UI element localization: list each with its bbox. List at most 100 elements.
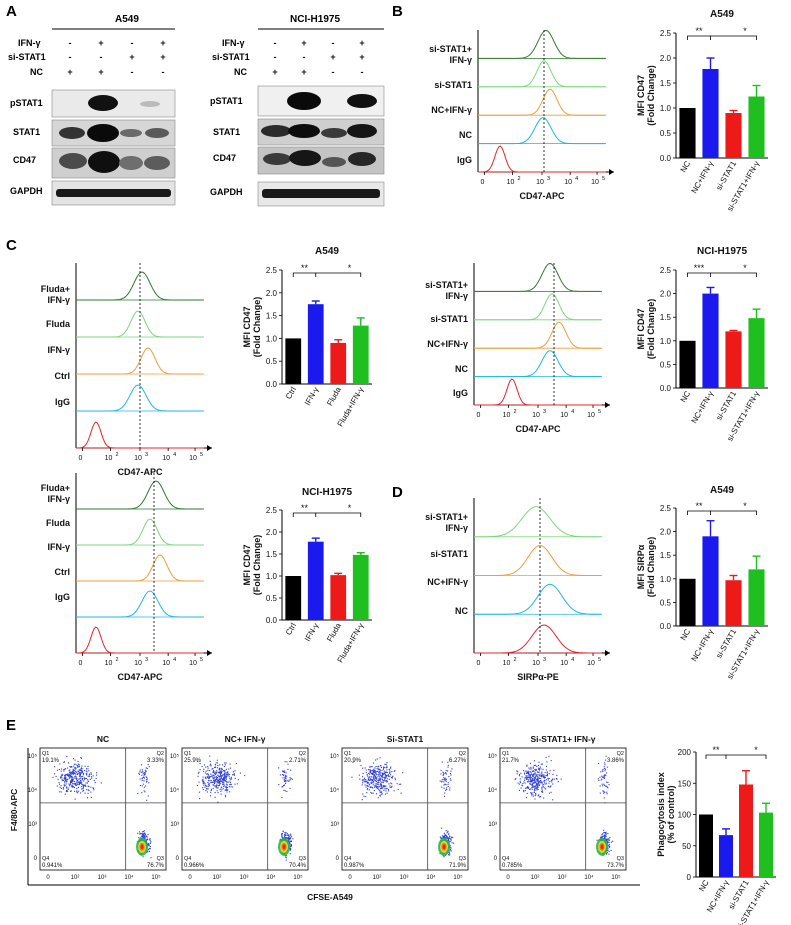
hist-tick-exp: 4 [575, 176, 578, 182]
flow-dot [289, 835, 291, 837]
hist-label: Ctrl [55, 371, 71, 381]
flow-dot [208, 783, 210, 785]
hist-label: NC+IFN-γ [431, 105, 472, 115]
flow-ytick: 0 [176, 856, 180, 862]
flow-dot [143, 837, 145, 839]
flow-dot [81, 770, 83, 772]
flow-dot [283, 789, 285, 791]
hist-tick-label: 10 [587, 660, 595, 667]
flow-dot [214, 796, 216, 798]
flow-dot [77, 765, 79, 767]
bar-ytick-label: 2.5 [660, 504, 672, 513]
flow-dot [604, 834, 606, 836]
flow-dot [150, 856, 152, 859]
flow-dot [65, 791, 67, 793]
flow-dot [142, 770, 144, 772]
flow-dot [600, 835, 602, 837]
flow-dot [445, 835, 447, 837]
flow-dot [213, 780, 215, 782]
flow-dot [67, 787, 69, 789]
flow-dot [445, 787, 448, 789]
flow-dot [385, 763, 387, 765]
flow-dot [137, 832, 139, 834]
flow-dot [78, 782, 80, 784]
flow-dot [535, 788, 537, 790]
flow-dot [59, 763, 61, 765]
flow-dot [376, 781, 378, 783]
hist-tick-exp: 4 [173, 452, 176, 458]
flow-dot [214, 773, 216, 775]
flow-q-name: Q4 [42, 856, 49, 862]
flow-dot [374, 776, 377, 778]
hist-tick-exp: 3 [543, 409, 546, 415]
flow-dot [81, 771, 83, 773]
flow-dot [447, 770, 449, 772]
hist-label: IgG [453, 388, 468, 398]
bar-1 [307, 541, 324, 620]
flow-dot [448, 775, 450, 778]
bar-3 [748, 96, 765, 158]
flow-dot [63, 770, 65, 772]
flow-dot [385, 788, 387, 790]
hist-tick-label: 10 [162, 660, 170, 667]
hist-tick-label: 0 [480, 179, 484, 186]
flow-dot [284, 834, 286, 836]
flow-dot [141, 832, 143, 834]
flow-dot [222, 783, 224, 786]
flow-dot [220, 777, 222, 779]
flow-dot [217, 801, 219, 803]
flow-dot [220, 770, 222, 772]
flow-dot [141, 774, 143, 776]
flow-dot [445, 772, 447, 774]
bar-3 [748, 569, 765, 626]
flow-dot [400, 792, 402, 794]
flow-q-name: Q1 [42, 751, 49, 757]
flow-dot [145, 785, 147, 787]
flow-density [442, 844, 446, 850]
flow-dot [72, 772, 74, 774]
flow-dot [604, 770, 606, 772]
flow-dot [226, 772, 228, 774]
flow-dot [215, 771, 217, 773]
wb-sign: - [274, 52, 277, 62]
sig-label: *** [694, 263, 705, 273]
flow-dot [85, 782, 87, 784]
flow-dot [388, 768, 390, 770]
wb-h-band-stat1: STAT1 [213, 127, 240, 137]
sig-label: ** [695, 26, 703, 36]
bar-category-label: NC [697, 878, 711, 893]
flow-dot [207, 767, 209, 769]
hist-label: NC+IFN-γ [427, 339, 468, 349]
flow-dot [531, 784, 533, 786]
flow-dot [207, 765, 209, 768]
flow-dot [87, 779, 89, 781]
flow-dot [537, 771, 539, 773]
flow-dot [282, 770, 284, 772]
flow-dot [606, 850, 609, 852]
flow-dot [87, 765, 89, 767]
flow-dot [205, 788, 208, 790]
flow-dot [143, 772, 146, 774]
flow-dot [64, 775, 66, 777]
flow-dot [77, 770, 79, 772]
flow-dot [285, 857, 287, 859]
flow-dot [373, 777, 375, 779]
flow-dot [525, 787, 528, 789]
hist-tick-exp: 2 [514, 409, 517, 415]
flow-dot [149, 846, 151, 848]
sig-label: ** [301, 263, 309, 273]
flow-dot [79, 769, 81, 771]
flow-dot [543, 776, 545, 778]
flow-q-name: Q2 [299, 751, 306, 757]
flow-ytick: 10³ [488, 822, 497, 828]
flow-dot [208, 785, 210, 787]
flow-dot [551, 779, 553, 781]
flow-dot [609, 836, 611, 839]
flow-dot [225, 778, 227, 780]
flow-dot [520, 772, 522, 774]
flow-dot [60, 785, 62, 787]
flow-dot [599, 785, 601, 787]
panel-label-c: C [6, 237, 17, 254]
flow-dot [65, 778, 67, 780]
flow-dot [72, 779, 74, 781]
